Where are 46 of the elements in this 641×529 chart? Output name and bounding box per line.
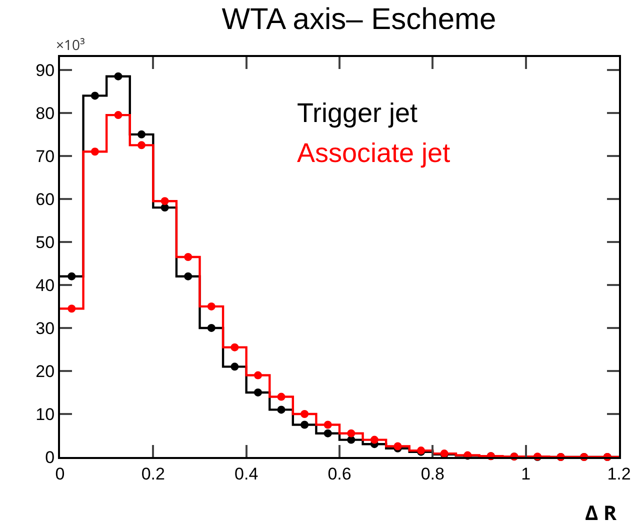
point	[254, 371, 262, 380]
x-tick-label: 1.2	[607, 464, 631, 484]
point	[68, 304, 76, 313]
point	[114, 111, 122, 120]
point	[114, 72, 122, 80]
y-tick-label: 50	[36, 232, 55, 252]
point	[370, 436, 378, 444]
point	[254, 388, 262, 396]
point	[138, 130, 146, 138]
point	[230, 362, 239, 371]
point	[207, 324, 216, 332]
point	[90, 92, 99, 100]
point	[300, 410, 309, 418]
point	[347, 429, 356, 438]
x-tick-label: 0.8	[420, 464, 444, 484]
text: Associate jet	[297, 138, 451, 168]
chart-title: WTA axis– Escheme	[222, 2, 496, 36]
x-axis-title: Δ R	[585, 499, 618, 526]
y-tick-label: 70	[36, 146, 55, 166]
x-tick-label: 0.4	[234, 464, 258, 484]
point	[160, 197, 169, 206]
point	[324, 420, 332, 429]
y-tick-label: 90	[36, 60, 55, 80]
text: ×10³	[56, 36, 86, 55]
x-tick-label: 1	[521, 464, 531, 484]
y-tick-label: 20	[36, 362, 55, 381]
point	[207, 302, 216, 310]
point	[184, 272, 192, 280]
y-tick-label: 10	[36, 404, 55, 424]
y-tick-label: 80	[36, 104, 55, 123]
text: Trigger jet	[297, 98, 418, 128]
point	[68, 272, 76, 280]
y-tick-label: 0	[45, 448, 55, 467]
point	[230, 343, 239, 352]
point	[90, 148, 99, 156]
point	[324, 429, 332, 438]
y-tick-label: 30	[36, 318, 55, 338]
point	[277, 406, 286, 414]
y-tick-label: 40	[36, 276, 55, 295]
y-tick-label: 60	[36, 190, 55, 209]
point	[138, 141, 146, 150]
x-tick-label: 0.2	[141, 464, 165, 484]
point	[277, 392, 286, 401]
x-tick-label: 0.6	[328, 464, 352, 484]
point	[184, 253, 192, 261]
point	[300, 420, 309, 429]
